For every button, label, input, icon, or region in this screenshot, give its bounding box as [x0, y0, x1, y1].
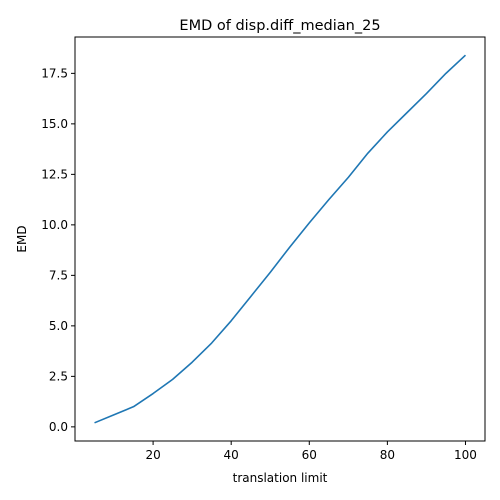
y-tick-label: 15.0 — [41, 117, 68, 131]
x-tick-label: 20 — [145, 448, 160, 462]
x-tick-label: 100 — [454, 448, 477, 462]
y-tick-label: 2.5 — [49, 369, 68, 383]
y-tick-label: 12.5 — [41, 167, 68, 181]
series-layer — [94, 54, 467, 424]
plot-area — [74, 36, 486, 442]
y-axis-ticks: 0.0 2.5 5.0 7.5 10.0 12.5 15.0 17.5 — [41, 66, 75, 434]
y-tick-label: 7.5 — [49, 268, 68, 282]
y-tick-label: 5.0 — [49, 319, 68, 333]
y-tick-label: 17.5 — [41, 66, 68, 80]
x-tick-label: 60 — [302, 448, 317, 462]
y-tick-label: 0.0 — [49, 420, 68, 434]
chart-title: EMD of disp.diff_median_25 — [179, 18, 380, 34]
x-axis-label: translation limit — [233, 471, 328, 485]
x-tick-label: 40 — [224, 448, 239, 462]
y-tick-label: 10.0 — [41, 218, 68, 232]
y-axis-label: EMD — [15, 225, 29, 252]
x-axis-ticks: 20 40 60 80 100 — [145, 441, 477, 462]
axes-frame — [74, 36, 486, 442]
series-line — [94, 54, 467, 424]
x-tick-label: 80 — [380, 448, 395, 462]
